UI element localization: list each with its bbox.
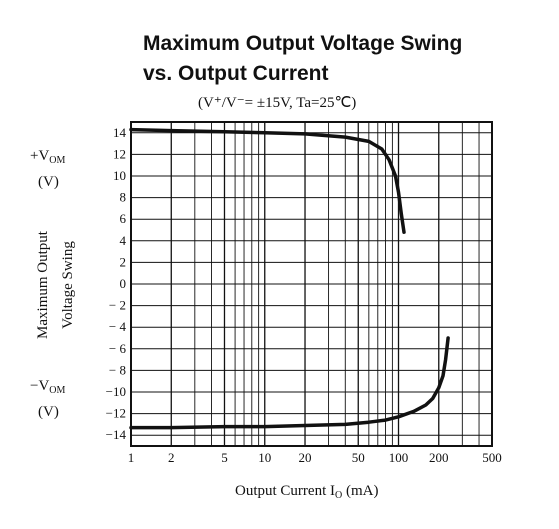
y-tick-label: 4 — [120, 233, 127, 248]
y-tick-label: − 2 — [109, 298, 126, 313]
series-line-positive-swing — [129, 127, 406, 234]
y-tick-label: 2 — [120, 254, 127, 269]
y-tick-label: − 6 — [109, 341, 127, 356]
x-axis-label: Output Current IO (mA) — [235, 483, 378, 501]
y-axis-label-line2: Voltage Swing — [60, 241, 76, 329]
grid — [130, 121, 493, 447]
y-tick-labels: 14 12 10 8 6 4 2 0 − 2 − 4 − 6 − 8 −10 −12 −14 — [106, 125, 127, 442]
x-tick-label: 100 — [389, 450, 409, 465]
y-tick-label: 14 — [113, 125, 127, 140]
chart-title-line1: Maximum Output Voltage Swing — [143, 32, 462, 55]
y-tick-label: 8 — [120, 190, 127, 205]
x-tick-label: 10 — [258, 450, 271, 465]
chart-title-line2: vs. Output Current — [143, 62, 329, 85]
pos-unit-label: (V) — [38, 174, 59, 190]
x-tick-label: 2 — [168, 450, 175, 465]
curves — [129, 127, 450, 430]
y-tick-label: 10 — [113, 168, 126, 183]
y-axis-label-line1: Maximum Output — [35, 230, 51, 339]
x-tick-label: 5 — [221, 450, 228, 465]
neg-unit-label: (V) — [38, 404, 59, 420]
y-tick-label: −14 — [106, 427, 127, 442]
pos-vom-label: +VOM — [30, 148, 66, 166]
x-tick-label: 200 — [429, 450, 449, 465]
plot-frame — [130, 121, 493, 447]
y-tick-label: −10 — [106, 384, 126, 399]
y-tick-label: − 8 — [109, 362, 126, 377]
x-tick-label: 20 — [299, 450, 312, 465]
y-tick-label: 6 — [120, 211, 127, 226]
y-tick-label: − 4 — [109, 319, 127, 334]
x-tick-label: 1 — [128, 450, 135, 465]
y-tick-label: 12 — [113, 146, 126, 161]
x-tick-labels: 1 2 5 10 20 50 100 200 500 — [128, 450, 502, 465]
series-line-negative-swing — [129, 336, 450, 430]
chart-conditions: (V⁺/V⁻= ±15V, Ta=25℃) — [198, 95, 356, 111]
y-tick-label: −12 — [106, 406, 126, 421]
y-tick-label: 0 — [120, 276, 127, 291]
x-tick-label: 500 — [482, 450, 502, 465]
neg-vom-label: −VOM — [30, 378, 66, 396]
x-tick-label: 50 — [352, 450, 365, 465]
